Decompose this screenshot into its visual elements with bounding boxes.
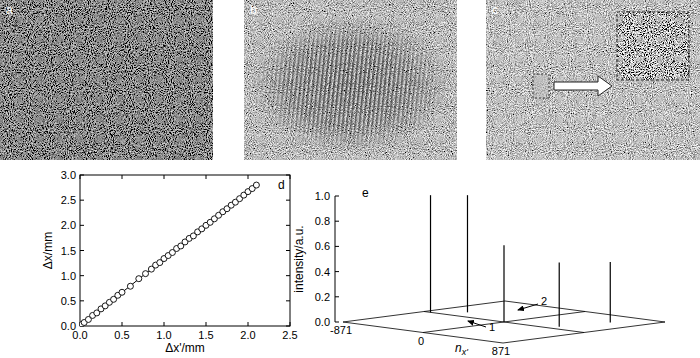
z-tick bbox=[335, 322, 339, 323]
y-tick-label: 0.5 bbox=[61, 295, 76, 307]
panel-label: d bbox=[278, 178, 285, 192]
plot-frame bbox=[80, 175, 290, 326]
speckle-image bbox=[244, 0, 457, 160]
data-point bbox=[136, 276, 142, 282]
annotation: 2 bbox=[541, 295, 547, 307]
x-tick-label: 2.5 bbox=[282, 329, 297, 341]
y-tick-label: 2.5 bbox=[61, 194, 76, 206]
y-tick bbox=[286, 326, 290, 327]
y-axis-label: Δx/mm bbox=[41, 232, 55, 269]
peak bbox=[559, 263, 560, 327]
y-tick bbox=[80, 200, 84, 201]
peak bbox=[610, 262, 611, 322]
data-point bbox=[253, 182, 259, 188]
panel-label: e bbox=[362, 186, 369, 200]
x-axis-label-sub: x' bbox=[461, 347, 469, 357]
x-tick-label: -871 bbox=[330, 324, 352, 336]
x-tick bbox=[164, 175, 165, 179]
peak bbox=[467, 195, 468, 312]
z-tick-label: 0.6 bbox=[315, 240, 330, 252]
chart-e: -871 0 871 nx' 0.0 0.2 0.4 0.6 0.8 1.0 intensity/a… bbox=[292, 186, 665, 357]
y-tick bbox=[286, 300, 290, 301]
z-axis bbox=[335, 196, 336, 322]
z-tick bbox=[335, 246, 339, 247]
marks bbox=[431, 195, 611, 327]
y-tick-label: 3.0 bbox=[61, 169, 76, 181]
x-tick-label: 0 bbox=[418, 335, 424, 347]
z-tick bbox=[335, 271, 339, 272]
x-axis-label: Δx'/mm bbox=[165, 341, 205, 355]
x-tick-label: 871 bbox=[492, 345, 510, 357]
z-tick-label: 0.8 bbox=[315, 215, 330, 227]
y-tick bbox=[286, 225, 290, 226]
y-tick-label: 0.0 bbox=[61, 320, 76, 332]
y-tick bbox=[80, 300, 84, 301]
y-tick bbox=[286, 275, 290, 276]
x-tick bbox=[248, 322, 249, 326]
z-axis-label: intensity/a.u. bbox=[292, 225, 306, 292]
data-point bbox=[127, 283, 133, 289]
annotation-arrow bbox=[518, 304, 538, 310]
peak bbox=[503, 245, 504, 322]
z-tick-label: 0.4 bbox=[315, 266, 330, 278]
y-tick bbox=[286, 250, 290, 251]
fringes bbox=[244, 0, 457, 160]
image-panel: c bbox=[486, 0, 700, 160]
y-tick bbox=[286, 200, 290, 201]
z-tick-label: 0.2 bbox=[315, 291, 330, 303]
peak bbox=[430, 195, 431, 312]
z-tick bbox=[335, 196, 339, 197]
y-tick-label: 1.5 bbox=[61, 245, 76, 257]
x-tick bbox=[122, 175, 123, 179]
annotation: 1 bbox=[489, 321, 495, 333]
data-point bbox=[119, 289, 125, 295]
x-tick bbox=[122, 322, 123, 326]
panel-label: b bbox=[250, 3, 257, 17]
y-tick bbox=[80, 250, 84, 251]
panel-label: a bbox=[6, 3, 13, 17]
x-tick-label: 0.5 bbox=[114, 329, 129, 341]
arrow bbox=[554, 76, 612, 96]
image-panel: b bbox=[244, 0, 457, 160]
y-tick-label: 1.0 bbox=[61, 270, 76, 282]
y-tick bbox=[80, 175, 84, 176]
speckle-image bbox=[0, 0, 213, 160]
x-tick-label: 1.0 bbox=[156, 329, 171, 341]
x-tick bbox=[164, 322, 165, 326]
z-tick bbox=[335, 296, 339, 297]
y-tick bbox=[80, 225, 84, 226]
marks bbox=[80, 182, 259, 326]
x-axis-label: nx' bbox=[455, 341, 468, 357]
image-panel: a bbox=[0, 0, 213, 160]
x-tick-label: 1.5 bbox=[198, 329, 213, 341]
selection-box bbox=[533, 74, 549, 98]
x-tick bbox=[290, 322, 291, 326]
data-point bbox=[143, 271, 149, 277]
x-tick-label: 2.0 bbox=[240, 329, 255, 341]
z-tick bbox=[335, 221, 339, 222]
x-tick bbox=[248, 175, 249, 179]
x-tick bbox=[80, 175, 81, 179]
x-tick bbox=[206, 322, 207, 326]
panel-label: c bbox=[492, 3, 498, 17]
floor-grid-line bbox=[343, 301, 505, 322]
z-tick-label: 0.0 bbox=[315, 316, 330, 328]
inset-frame bbox=[617, 12, 689, 80]
y-tick bbox=[286, 175, 290, 176]
speckle-image bbox=[486, 0, 700, 160]
y-tick bbox=[80, 275, 84, 276]
chart-d: 0.00.51.01.52.02.50.00.51.01.52.02.53.0Δ… bbox=[41, 169, 298, 355]
floor-grid-line bbox=[503, 322, 665, 343]
z-tick-label: 1.0 bbox=[315, 190, 330, 202]
y-tick-label: 2.0 bbox=[61, 219, 76, 231]
fit-line bbox=[80, 185, 256, 326]
inset-image bbox=[617, 12, 689, 80]
annotation-arrow bbox=[468, 321, 486, 327]
x-tick bbox=[290, 175, 291, 179]
x-tick bbox=[206, 175, 207, 179]
figure: a b c 0.0 0.5 1.0 1.5 2.0 2.5 0.0 0.5 1.0 1.5 2.0 2.5 3… bbox=[0, 0, 700, 358]
